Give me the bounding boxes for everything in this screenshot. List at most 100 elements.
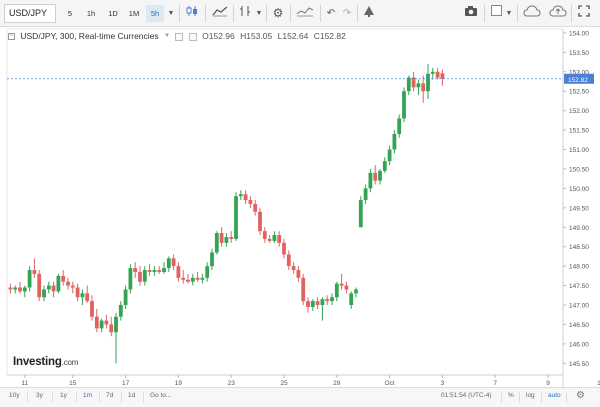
toolbar-separator xyxy=(571,5,572,22)
toolbar-separator xyxy=(484,5,485,22)
candle-body xyxy=(99,320,104,329)
range-10y[interactable]: 10y xyxy=(9,392,20,399)
x-tick-label: 19 xyxy=(175,380,183,387)
plot-frame xyxy=(6,28,564,376)
candle-body xyxy=(416,83,421,88)
legend-settings-icon[interactable] xyxy=(175,33,184,41)
fullscreen-icon[interactable] xyxy=(575,5,593,22)
candle-body xyxy=(286,254,291,267)
range-1y[interactable]: 1y xyxy=(60,392,67,399)
interval-5[interactable]: 5 xyxy=(67,9,73,18)
candle-body xyxy=(373,172,378,181)
toolbar-separator xyxy=(179,5,180,22)
range-1m[interactable]: 1m xyxy=(83,392,93,399)
goto-button[interactable]: Go to... xyxy=(150,392,172,399)
collapse-legend-icon[interactable]: − xyxy=(8,33,15,40)
candle-body xyxy=(234,196,238,239)
candle-body xyxy=(224,236,229,243)
chart-toolbar: USD/JPY 5 1h 1D 1M 5h ▼ ▼ ⚙ ↶ ↷ ▼ xyxy=(0,0,600,27)
candles-icon[interactable] xyxy=(183,5,201,22)
x-tick-label: 17 xyxy=(122,380,130,387)
investing-logo: Investing.com xyxy=(13,356,78,368)
candle-body xyxy=(219,233,224,243)
range-1d[interactable]: 1d xyxy=(128,392,136,399)
log-toggle[interactable]: log xyxy=(526,392,535,399)
candle-body xyxy=(200,277,205,280)
last-price-label: 152.82 xyxy=(568,77,588,84)
interval-5h[interactable]: 5h xyxy=(146,5,164,22)
x-tick-label: 3 xyxy=(441,380,445,387)
range-bar: 10y 3y 1y 1m 7d 1d Go to... 01:51:54 (UT… xyxy=(0,387,600,407)
percent-toggle[interactable]: % xyxy=(508,392,514,399)
toolbar-separator xyxy=(517,5,518,22)
x-tick-label: 29 xyxy=(333,380,341,387)
legend-close: C152.82 xyxy=(313,31,346,41)
interval-1h[interactable]: 1h xyxy=(86,9,96,18)
candle-body xyxy=(171,258,176,267)
candle-body xyxy=(147,270,152,272)
y-tick-label: 149.00 xyxy=(569,225,589,232)
candle-body xyxy=(138,271,142,282)
symbol-input[interactable]: USD/JPY xyxy=(4,4,56,23)
square-caret-down-icon[interactable]: ▼ xyxy=(505,10,513,17)
candle-body xyxy=(334,283,339,298)
toolbar-separator xyxy=(266,5,267,22)
range-separator xyxy=(143,392,144,403)
y-tick-label: 146.50 xyxy=(569,322,589,329)
indicator-icon[interactable] xyxy=(237,5,253,22)
square-icon[interactable] xyxy=(488,5,504,22)
price-chart[interactable]: 145.50 146.00 146.50 147.00 147.50 148.00 148.… xyxy=(0,27,600,387)
chart-legend: − USD/JPY, 300, Real-time Currencies ▼ O… xyxy=(8,31,349,43)
candle-body xyxy=(190,277,195,282)
line-chart-icon[interactable] xyxy=(210,5,230,22)
legend-low: L152.64 xyxy=(277,31,309,41)
candle-body xyxy=(354,289,358,294)
cloud-save-icon[interactable] xyxy=(522,5,542,22)
cloud-load-icon[interactable] xyxy=(548,5,568,22)
redo-icon[interactable]: ↷ xyxy=(342,8,352,19)
candle-body xyxy=(397,118,402,134)
candle-body xyxy=(440,73,445,79)
compare-icon[interactable] xyxy=(294,5,316,22)
camera-icon[interactable] xyxy=(462,5,480,22)
range-7d[interactable]: 7d xyxy=(106,392,114,399)
candle-body xyxy=(85,293,90,302)
y-tick-label: 151.00 xyxy=(569,147,589,154)
auto-toggle[interactable]: auto xyxy=(548,392,561,399)
legend-caret-icon[interactable]: ▼ xyxy=(164,33,170,39)
candle-body xyxy=(296,270,301,278)
legend-close-icon[interactable] xyxy=(188,33,197,41)
candle-body xyxy=(267,238,272,241)
toolbar-separator xyxy=(290,5,291,22)
candle-body xyxy=(8,287,13,290)
candle-body xyxy=(104,320,109,325)
interval-1d[interactable]: 1D xyxy=(108,9,118,18)
candle-body xyxy=(42,289,46,298)
candle-body xyxy=(358,200,363,228)
range-separator xyxy=(99,392,100,403)
gear-icon[interactable]: ⚙ xyxy=(272,6,284,20)
candle-body xyxy=(176,266,181,278)
undo-icon[interactable]: ↶ xyxy=(326,8,336,19)
candle-body xyxy=(272,235,277,241)
candle-body xyxy=(426,73,430,92)
legend-title: USD/JPY, 300, Real-time Currencies xyxy=(20,31,159,41)
interval-caret-down-icon[interactable]: ▼ xyxy=(167,10,175,17)
chart-settings-gear-icon[interactable]: ⚙ xyxy=(576,390,585,401)
candle-body xyxy=(152,270,157,272)
y-tick-label: 152.50 xyxy=(569,89,589,96)
candle-body xyxy=(94,316,99,329)
range-3y[interactable]: 3y xyxy=(36,392,43,399)
drawing-icon[interactable] xyxy=(361,5,377,22)
candle-body xyxy=(402,91,406,119)
candle-body xyxy=(75,287,80,298)
x-tick-label: 7 xyxy=(493,380,497,387)
indicator-caret-down-icon[interactable]: ▼ xyxy=(255,10,263,17)
x-tick-label: Oct xyxy=(385,380,395,387)
y-tick-label: 154.00 xyxy=(569,30,589,37)
y-tick-label: 152.00 xyxy=(569,108,589,115)
candle-body xyxy=(157,270,162,272)
candle-body xyxy=(291,266,296,271)
last-price-tag xyxy=(564,73,594,84)
interval-1m[interactable]: 1M xyxy=(128,9,140,18)
